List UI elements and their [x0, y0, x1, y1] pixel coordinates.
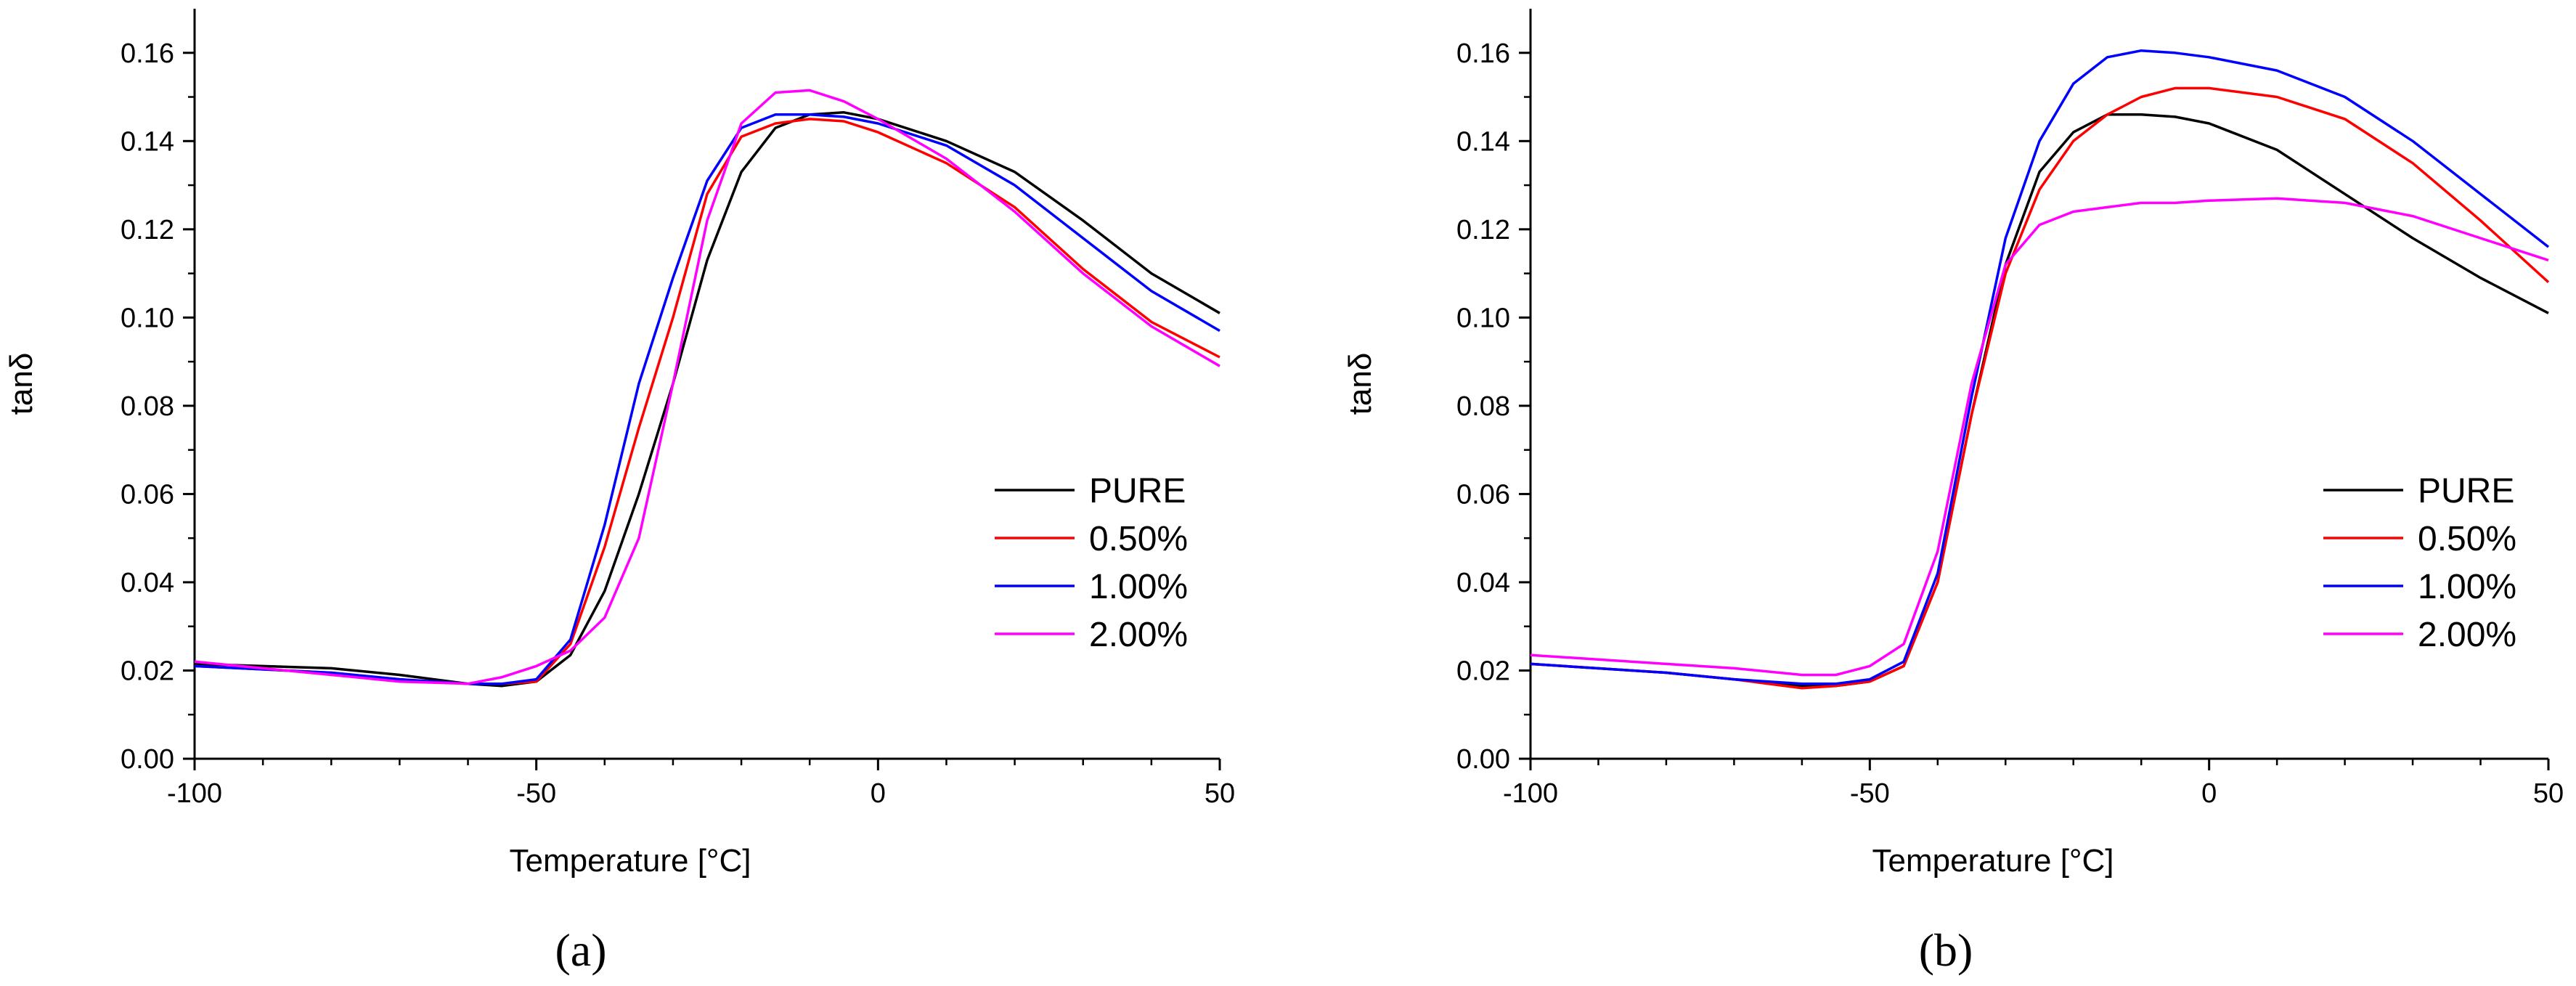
legend-label: PURE — [1089, 472, 1186, 510]
y-tick-label: 0.00 — [1456, 744, 1510, 775]
y-tick-label: 0.12 — [121, 215, 174, 245]
y-tick-label: 0.08 — [1456, 391, 1510, 422]
series-line-200 — [1530, 197, 2549, 677]
panel-caption: (b) — [1919, 924, 1973, 976]
x-tick-label: -50 — [1850, 778, 1890, 809]
x-tick-label: -100 — [1503, 778, 1558, 809]
x-tick-label: -50 — [516, 778, 556, 809]
y-tick-label: 0.10 — [1456, 303, 1510, 333]
y-tick-label: 0.16 — [121, 38, 174, 69]
legend-label: 1.00% — [2418, 568, 2516, 606]
legend-label: 1.00% — [1089, 568, 1188, 606]
x-axis-label: Temperature [°C] — [509, 843, 751, 879]
y-tick-label: 0.14 — [1456, 126, 1510, 157]
legend-label: 2.00% — [1089, 616, 1188, 654]
y-tick-label: 0.14 — [121, 126, 174, 157]
y-axis-label: tanδ — [4, 353, 39, 415]
y-tick-label: 0.06 — [121, 479, 174, 510]
y-tick-label: 0.04 — [121, 568, 174, 598]
chart-panel-2: 0.00 0.02 0.04 0.06 0.08 0.10 0.12 0.14 0.16 -100… — [1342, 9, 2564, 976]
x-tick-label: -100 — [167, 778, 222, 809]
y-tick-label: 0.04 — [1456, 568, 1510, 598]
series-line-200 — [194, 89, 1220, 685]
panel-caption: (a) — [555, 924, 606, 976]
legend-label: 0.50% — [2418, 520, 2516, 558]
legend-label: 2.00% — [2418, 616, 2516, 654]
y-tick-label: 0.10 — [121, 303, 174, 333]
series-line-pure — [1530, 113, 2549, 688]
series-line-100 — [194, 113, 1220, 685]
y-tick-label: 0.12 — [1456, 215, 1510, 245]
x-axis-label: Temperature [°C] — [1872, 843, 2114, 879]
series-line-100 — [1530, 49, 2550, 685]
y-tick-label: 0.02 — [121, 656, 174, 686]
series-line-050 — [194, 118, 1220, 685]
y-tick-label: 0.02 — [1456, 656, 1510, 686]
y-tick-label: 0.00 — [121, 744, 174, 775]
x-tick-label: 0 — [871, 778, 886, 809]
y-tick-label: 0.16 — [1456, 38, 1510, 69]
y-axis-label: tanδ — [1342, 353, 1378, 415]
x-tick-label: 0 — [2201, 778, 2217, 809]
x-tick-label: 50 — [1205, 778, 1235, 809]
legend-label: 0.50% — [1089, 520, 1188, 558]
legend-label: PURE — [2418, 472, 2514, 510]
y-tick-label: 0.06 — [1456, 479, 1510, 510]
y-tick-label: 0.08 — [121, 391, 174, 422]
x-tick-label: 50 — [2533, 778, 2564, 809]
chart-panel-1: 0.00 0.02 0.04 0.06 0.08 0.10 0.12 0.14 0.16 -100… — [4, 9, 1235, 976]
series-line-050 — [1530, 86, 2550, 690]
